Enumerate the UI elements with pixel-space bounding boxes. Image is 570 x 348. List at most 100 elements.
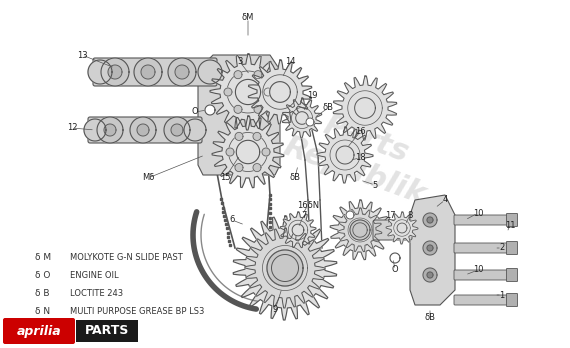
Text: 15: 15 [220, 174, 230, 182]
Text: 2: 2 [499, 244, 504, 253]
Polygon shape [245, 228, 325, 308]
FancyBboxPatch shape [88, 117, 202, 143]
Polygon shape [427, 245, 433, 251]
Polygon shape [235, 164, 243, 172]
Polygon shape [423, 268, 437, 282]
Polygon shape [97, 117, 123, 143]
FancyBboxPatch shape [507, 293, 518, 307]
Polygon shape [390, 253, 400, 263]
Polygon shape [262, 148, 270, 156]
FancyBboxPatch shape [507, 242, 518, 254]
Text: O: O [392, 266, 398, 275]
Text: 18: 18 [355, 153, 365, 163]
Text: 14: 14 [285, 57, 295, 66]
Text: MULTI PURPOSE GREASE BP LS3: MULTI PURPOSE GREASE BP LS3 [70, 308, 205, 316]
Polygon shape [84, 119, 106, 141]
Text: 10: 10 [473, 266, 483, 275]
Polygon shape [427, 217, 433, 223]
Polygon shape [164, 117, 190, 143]
Text: aprilia: aprilia [17, 324, 62, 338]
Text: 4: 4 [442, 196, 447, 205]
Polygon shape [235, 79, 260, 105]
Polygon shape [175, 65, 189, 79]
Polygon shape [264, 88, 272, 96]
Text: δ M: δ M [35, 253, 51, 262]
Polygon shape [141, 65, 155, 79]
Polygon shape [254, 71, 262, 79]
Text: 12: 12 [67, 124, 78, 133]
Polygon shape [336, 146, 354, 164]
Polygon shape [353, 223, 367, 237]
Polygon shape [410, 195, 455, 305]
Polygon shape [253, 132, 261, 140]
Polygon shape [104, 124, 116, 136]
FancyBboxPatch shape [93, 58, 217, 86]
Polygon shape [271, 254, 299, 282]
Polygon shape [350, 220, 370, 240]
Polygon shape [88, 60, 112, 84]
Polygon shape [226, 148, 234, 156]
Polygon shape [282, 98, 321, 138]
Polygon shape [233, 216, 337, 320]
Polygon shape [134, 58, 162, 86]
Polygon shape [234, 71, 242, 79]
FancyBboxPatch shape [454, 215, 511, 225]
Polygon shape [330, 200, 390, 260]
Text: δ O: δ O [35, 271, 50, 280]
Text: ENGINE OIL: ENGINE OIL [70, 271, 119, 280]
Polygon shape [270, 82, 290, 102]
Text: δB: δB [425, 314, 435, 323]
Text: 13: 13 [77, 50, 87, 60]
Polygon shape [224, 88, 232, 96]
Polygon shape [317, 127, 373, 183]
Text: Mδ: Mδ [142, 174, 154, 182]
FancyBboxPatch shape [507, 214, 518, 227]
Polygon shape [306, 118, 314, 126]
Polygon shape [427, 272, 433, 278]
Polygon shape [235, 132, 243, 140]
FancyBboxPatch shape [454, 295, 511, 305]
Polygon shape [280, 212, 316, 248]
Polygon shape [423, 241, 437, 255]
Polygon shape [267, 250, 303, 286]
Bar [76, 320, 138, 342]
Polygon shape [212, 116, 284, 188]
FancyBboxPatch shape [373, 220, 412, 240]
Polygon shape [198, 60, 222, 84]
Text: 5: 5 [372, 181, 377, 190]
Polygon shape [198, 55, 280, 175]
Text: 16: 16 [355, 127, 365, 136]
Polygon shape [168, 58, 196, 86]
Text: PARTS: PARTS [85, 324, 129, 338]
Polygon shape [237, 140, 260, 164]
Text: 11: 11 [505, 221, 515, 229]
Polygon shape [205, 105, 215, 115]
Polygon shape [346, 211, 354, 219]
Text: δB: δB [323, 103, 333, 112]
Polygon shape [171, 124, 183, 136]
Polygon shape [267, 250, 303, 286]
Text: 6: 6 [229, 215, 235, 224]
FancyBboxPatch shape [3, 318, 75, 344]
Text: 9: 9 [272, 306, 278, 315]
Text: LOCTITE 243: LOCTITE 243 [70, 290, 123, 299]
Polygon shape [130, 117, 156, 143]
Polygon shape [137, 124, 149, 136]
Polygon shape [292, 224, 304, 236]
Polygon shape [254, 105, 262, 113]
Polygon shape [108, 65, 122, 79]
Text: O: O [192, 108, 198, 117]
Text: Parts
Republik: Parts Republik [279, 100, 441, 210]
Text: MOLYKOTE G-N SLIDE PAST: MOLYKOTE G-N SLIDE PAST [70, 253, 183, 262]
FancyBboxPatch shape [507, 269, 518, 282]
Text: δB: δB [290, 174, 300, 182]
FancyBboxPatch shape [454, 270, 511, 280]
Polygon shape [249, 60, 312, 124]
Polygon shape [333, 76, 397, 140]
Polygon shape [184, 119, 206, 141]
Polygon shape [296, 112, 308, 124]
Text: 10: 10 [473, 208, 483, 218]
Text: 1: 1 [499, 291, 504, 300]
Text: δ N: δ N [35, 308, 50, 316]
Polygon shape [101, 58, 129, 86]
